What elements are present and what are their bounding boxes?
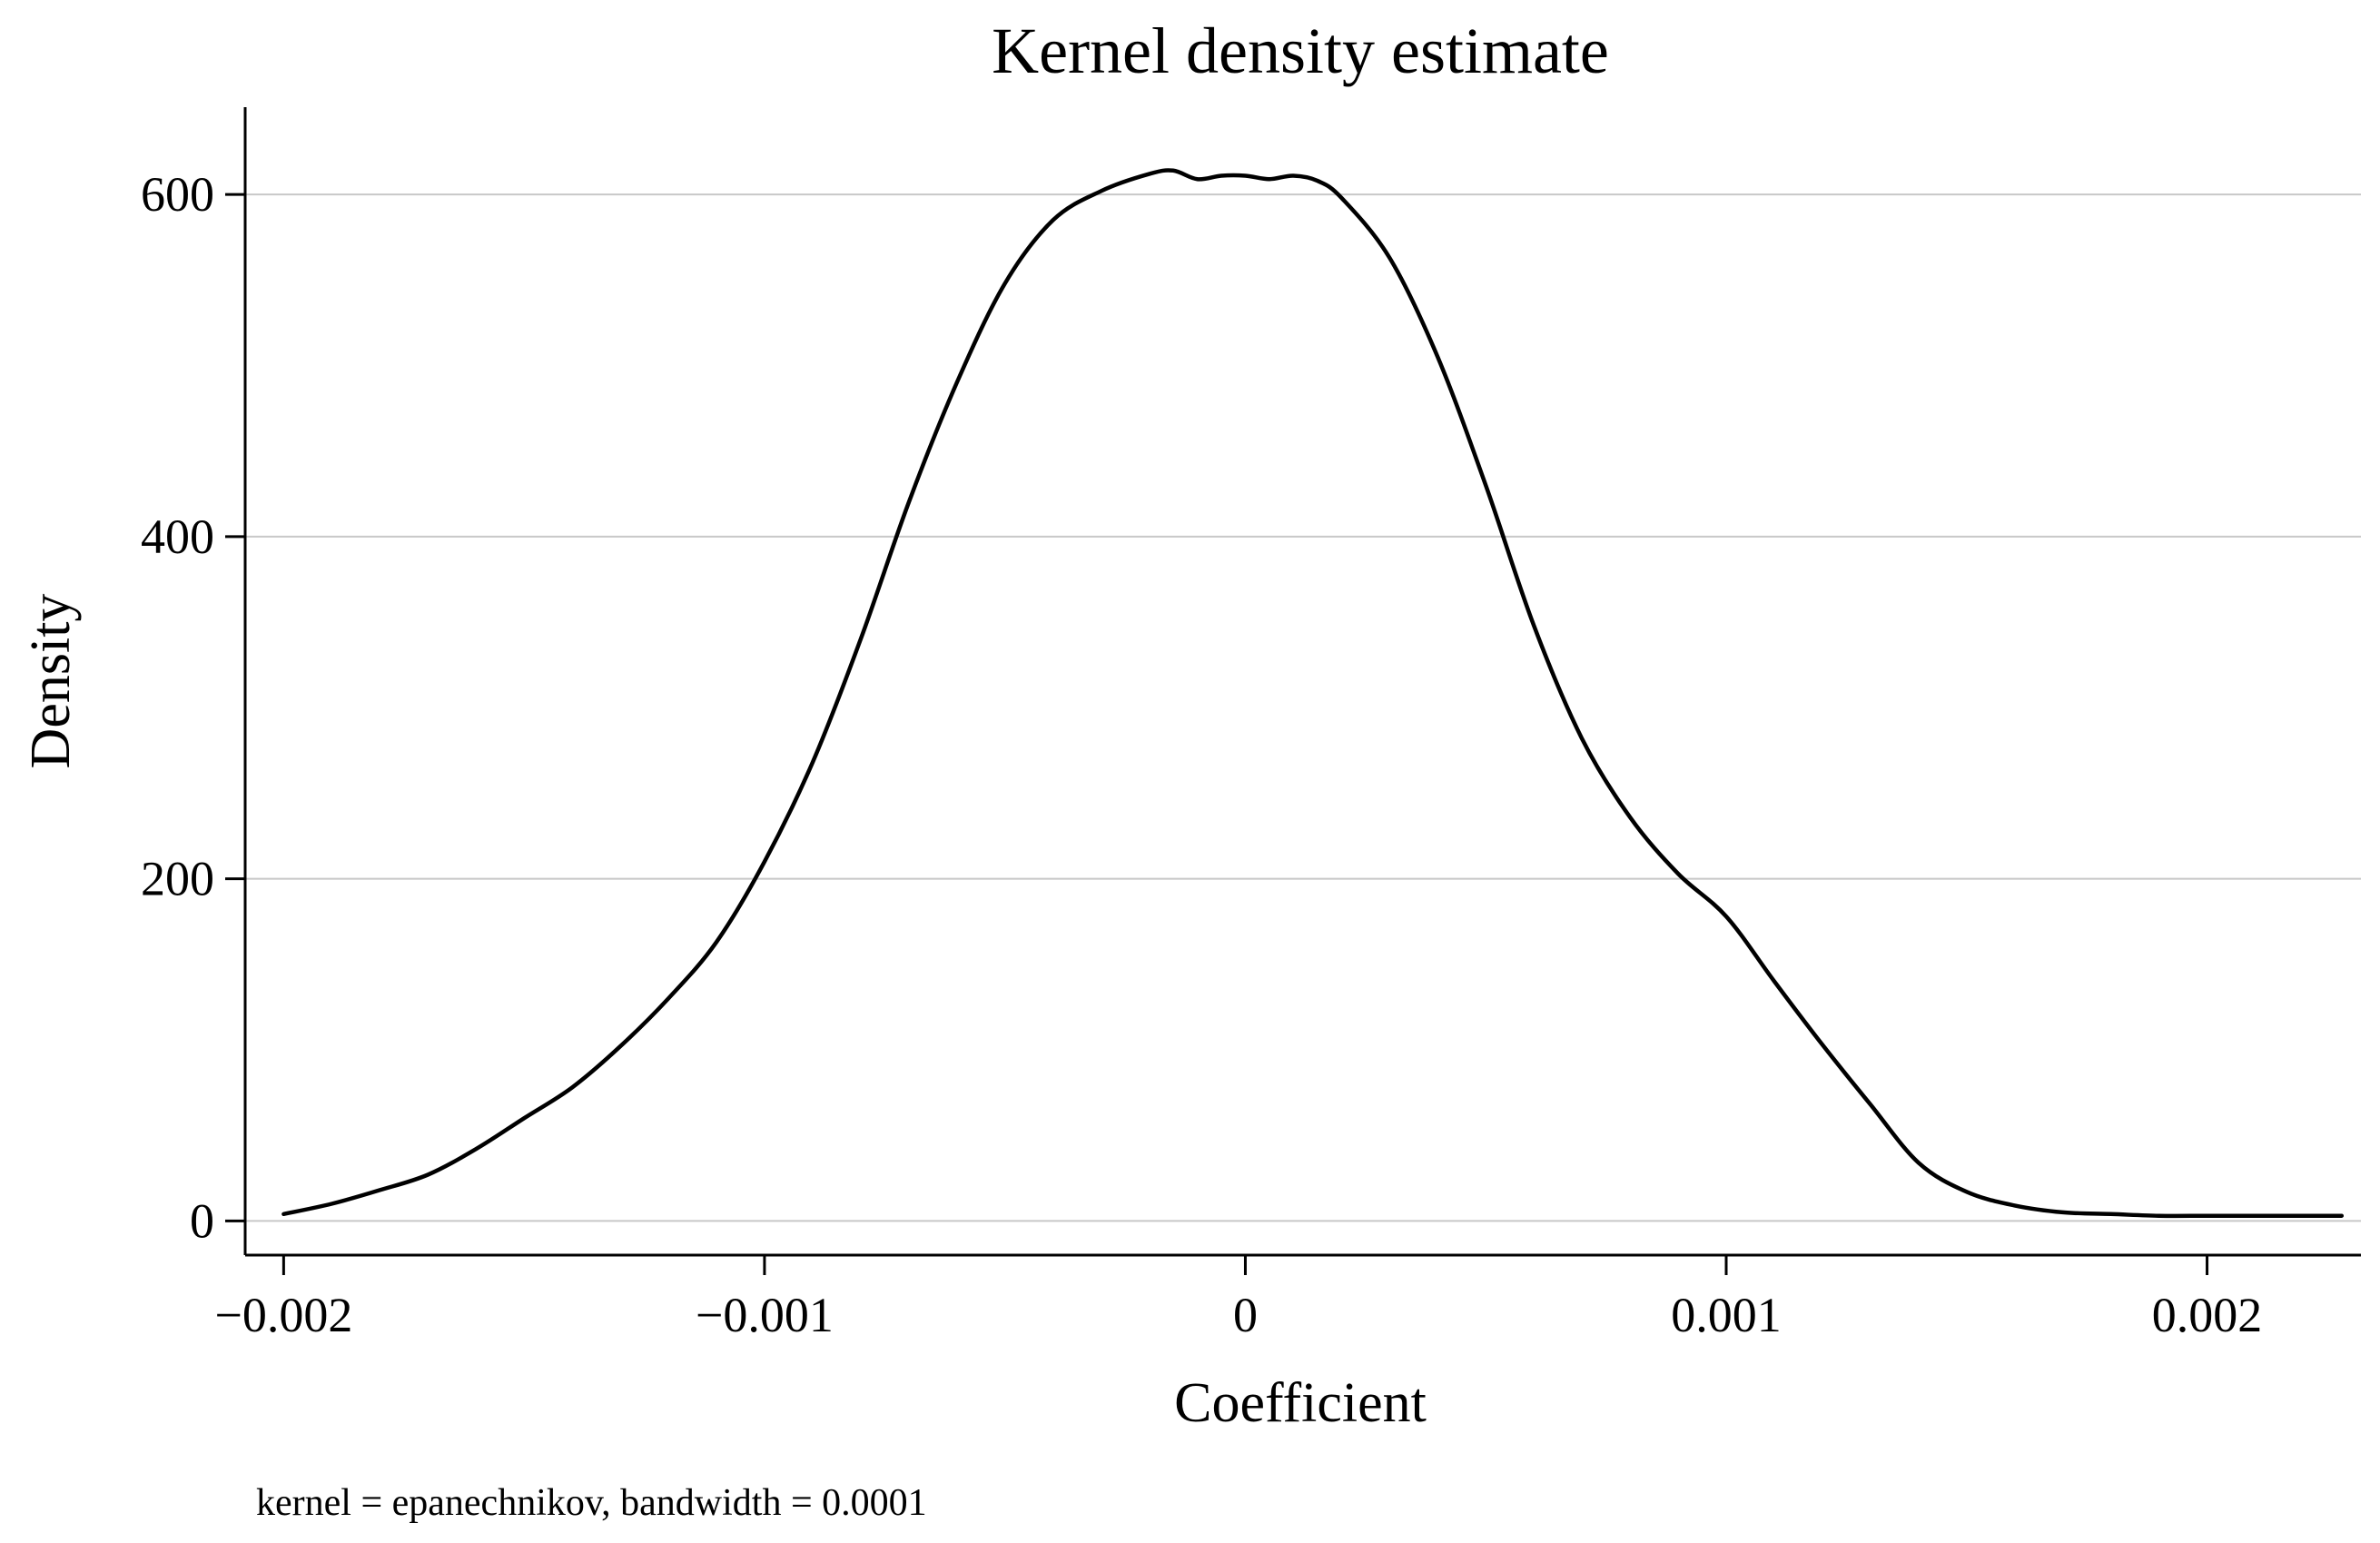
gridlines xyxy=(245,193,2361,1222)
chart-title: Kernel density estimate xyxy=(992,15,1609,87)
kernel-note: kernel = epanechnikov, bandwidth = 0.000… xyxy=(256,1482,927,1524)
x-tick-label-4: 0.002 xyxy=(2152,1288,2263,1342)
y-tick-label-3: 600 xyxy=(141,167,214,222)
y-tick-label-0: 0 xyxy=(190,1193,214,1248)
y-tick-label-1: 200 xyxy=(141,852,214,906)
density-line-0 xyxy=(281,168,2345,1219)
x-tick-label-3: 0.001 xyxy=(1671,1288,1782,1342)
axes: 0 200 400 600 −0.002 −0.001 0 0.001 0.002 xyxy=(141,107,2361,1342)
plot-area xyxy=(281,168,2345,1219)
x-tick-label-1: −0.001 xyxy=(696,1288,834,1342)
x-tick-label-0: −0.002 xyxy=(214,1288,352,1342)
x-tick-label-2: 0 xyxy=(1233,1288,1258,1342)
y-axis-title: Density xyxy=(20,594,82,769)
x-axis-title: Coefficient xyxy=(1174,1372,1427,1434)
y-tick-label-2: 400 xyxy=(141,509,214,564)
